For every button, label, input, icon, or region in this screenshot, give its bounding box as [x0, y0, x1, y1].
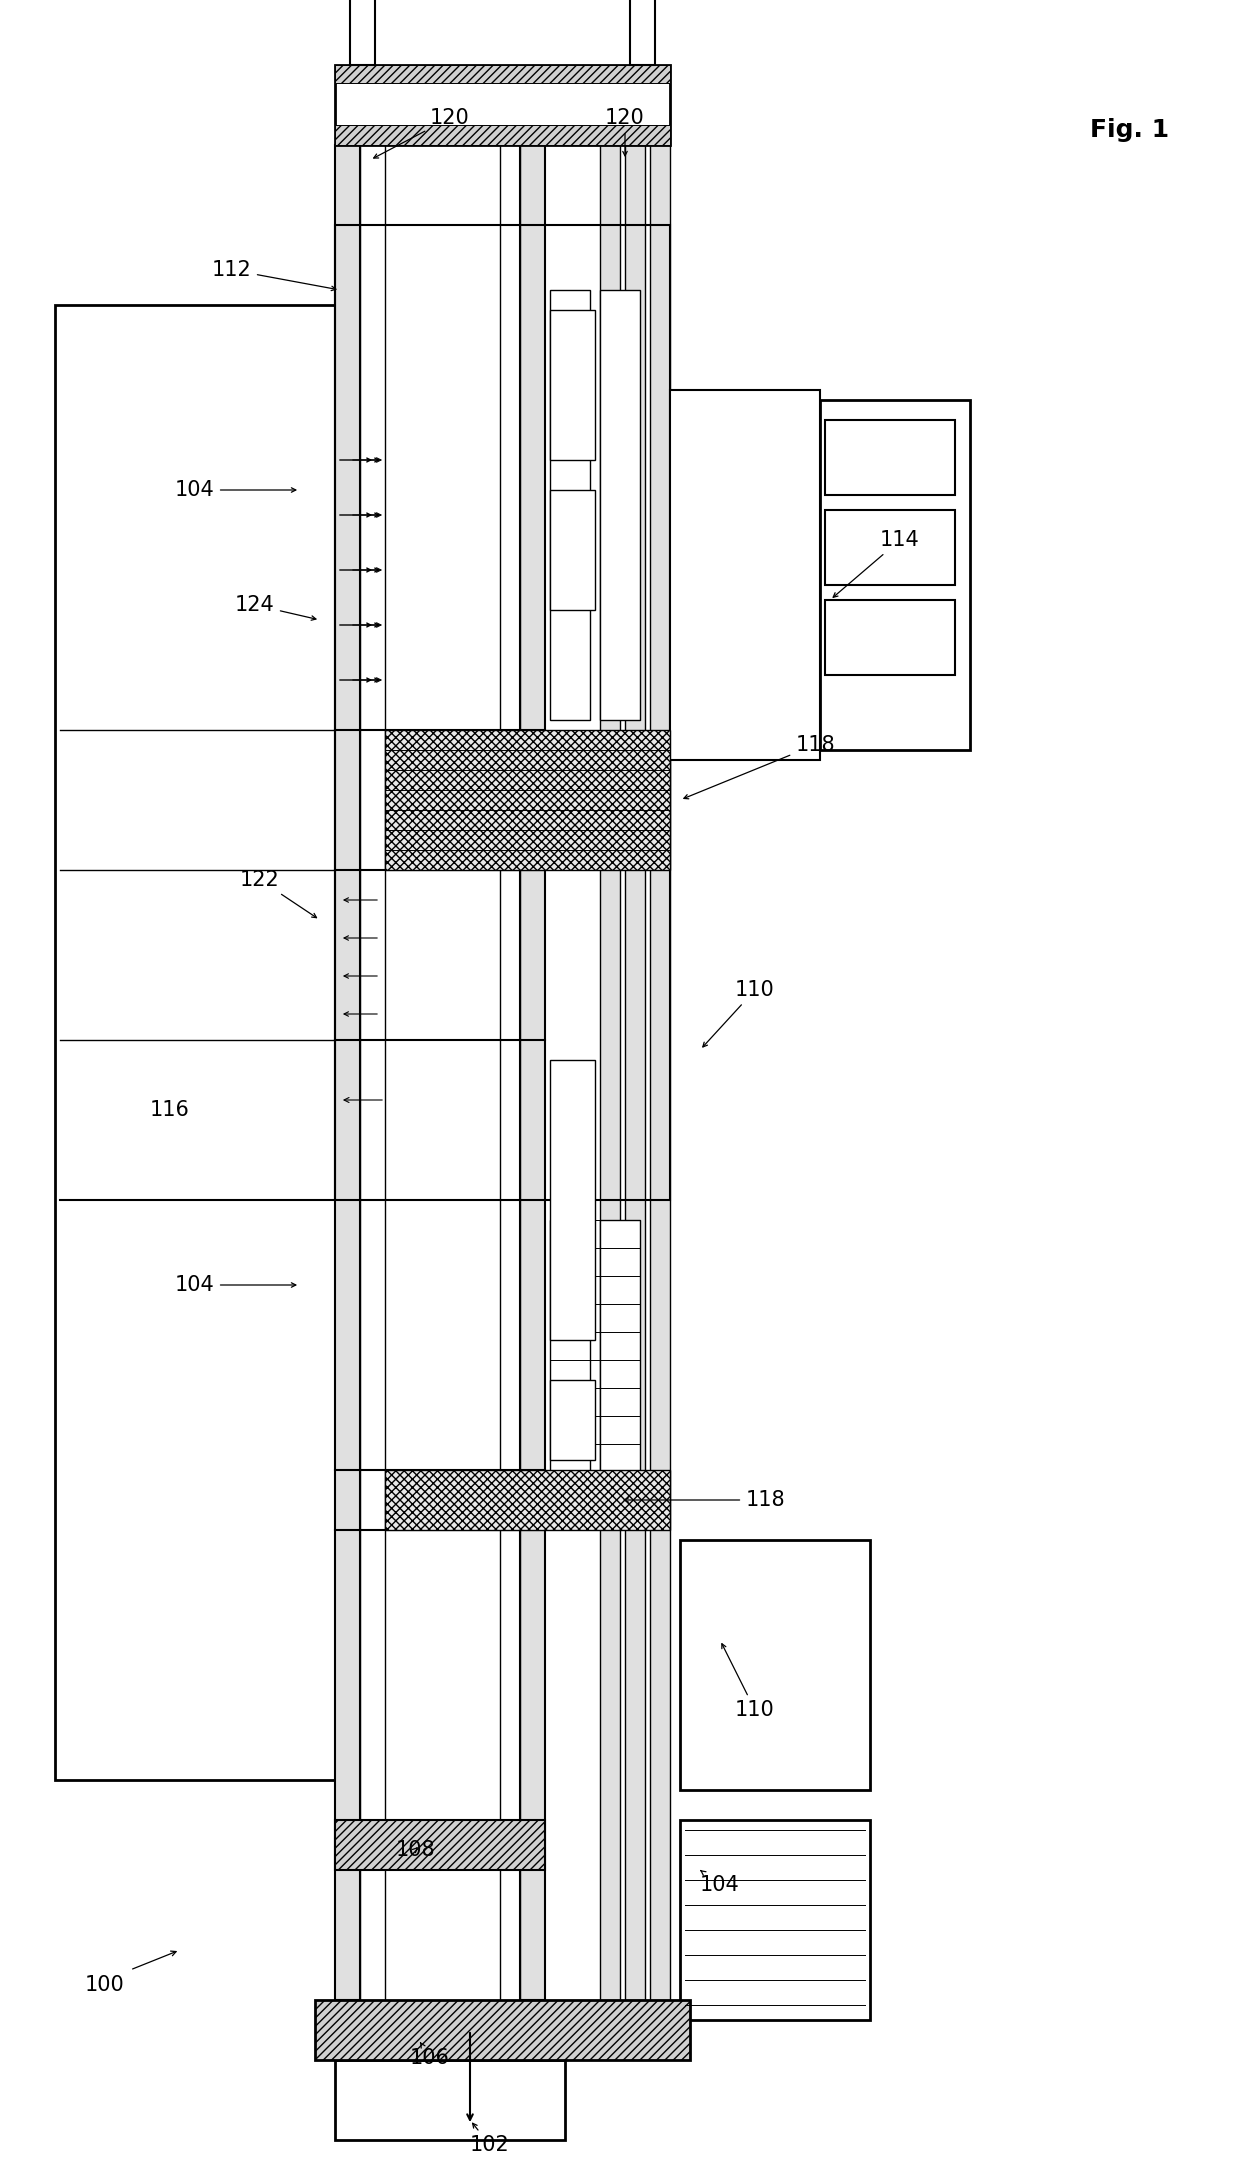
Bar [335, 66, 670, 83]
Text: 102: 102 [470, 2123, 510, 2156]
Bar [650, 144, 670, 2001]
Bar [551, 1221, 590, 1500]
Bar [335, 225, 670, 1199]
Bar [600, 290, 640, 721]
Bar [551, 290, 590, 721]
Bar [551, 310, 595, 461]
Text: 118: 118 [624, 1489, 785, 1509]
Bar [384, 729, 670, 869]
Bar [384, 1470, 670, 1531]
Bar [600, 144, 620, 2001]
Bar [55, 306, 335, 1780]
Bar [551, 1059, 595, 1341]
Text: 106: 106 [410, 2042, 450, 2068]
Text: 108: 108 [396, 1839, 435, 1861]
Bar [315, 2001, 689, 2060]
Bar [825, 419, 955, 496]
Bar [630, 0, 655, 66]
Bar [600, 1221, 640, 1500]
Text: 104: 104 [175, 1275, 296, 1295]
Bar [520, 144, 546, 2001]
Bar [335, 124, 670, 144]
Text: 100: 100 [86, 1974, 125, 1994]
Text: 124: 124 [236, 594, 316, 620]
Bar [625, 144, 645, 2001]
Bar [551, 1380, 595, 1459]
Bar [670, 391, 820, 760]
Bar [825, 601, 955, 675]
Bar [551, 489, 595, 609]
Text: 116: 116 [150, 1101, 190, 1120]
Bar [335, 144, 360, 2001]
Bar [680, 1540, 870, 1791]
Text: 120: 120 [373, 107, 470, 157]
Bar [825, 511, 955, 585]
Text: 104: 104 [175, 480, 296, 500]
Bar [680, 1819, 870, 2020]
Text: 112: 112 [212, 260, 336, 290]
Bar [350, 0, 374, 66]
Text: 122: 122 [241, 869, 316, 917]
Bar [335, 1819, 546, 1870]
Bar [335, 2060, 565, 2140]
Text: 120: 120 [605, 107, 645, 155]
Text: 110: 110 [703, 981, 775, 1046]
Text: 104: 104 [701, 1870, 740, 1896]
Text: 110: 110 [722, 1645, 775, 1721]
Bar [335, 66, 670, 144]
Text: Fig. 1: Fig. 1 [1090, 118, 1169, 142]
Text: 114: 114 [833, 531, 920, 596]
Bar [820, 400, 970, 749]
Text: 118: 118 [684, 736, 835, 799]
